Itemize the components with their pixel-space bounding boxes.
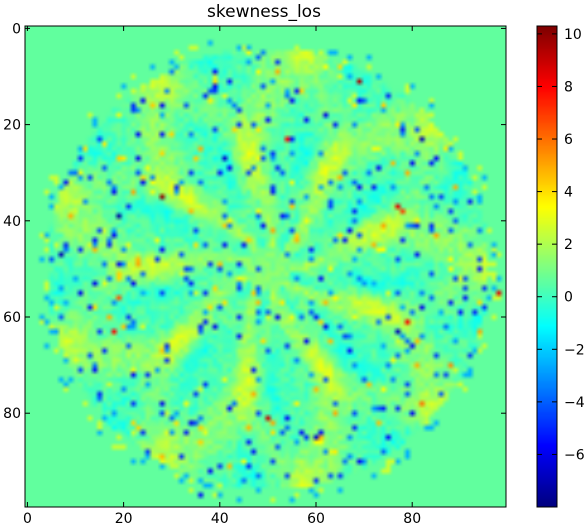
x-tick-label: 60 [307,511,325,524]
colorbar-tick-label: 6 [564,132,573,148]
x-tick-label: 0 [23,511,32,524]
colorbar-tick-label: 8 [564,79,573,95]
colorbar-gradient [537,26,557,507]
colorbar-tick-label: 4 [564,185,573,201]
colorbar-ticks: 10 8 6 4 2 0 −2 −4 −6 [537,27,585,463]
y-axis: 0 20 40 60 80 [3,21,506,422]
x-tick-label: 80 [403,511,421,524]
plot-frame [24,25,507,508]
x-axis: 0 20 40 60 80 [23,26,421,524]
colorbar-tick-label: −2 [564,342,585,358]
y-tick-label: 40 [3,214,21,230]
y-tick-label: 80 [3,406,21,422]
colorbar-tick-label: 0 [564,290,573,306]
colorbar-tick-label: −4 [564,395,585,411]
y-tick-label: 20 [3,118,21,134]
colorbar: 10 8 6 4 2 0 −2 −4 −6 [536,25,585,508]
y-tick-label: 0 [12,21,21,37]
heatmap-plot-area [24,25,507,508]
colorbar-frame [536,25,558,508]
x-tick-label: 20 [115,511,133,524]
colorbar-tick-label: −6 [564,447,585,463]
x-tick-label: 40 [211,511,229,524]
colorbar-tick-label: 2 [564,237,573,253]
colorbar-tick-label: 10 [564,27,582,43]
heatmap-image [25,26,506,507]
chart-title: skewness_los [207,2,321,22]
y-tick-label: 60 [3,310,21,326]
